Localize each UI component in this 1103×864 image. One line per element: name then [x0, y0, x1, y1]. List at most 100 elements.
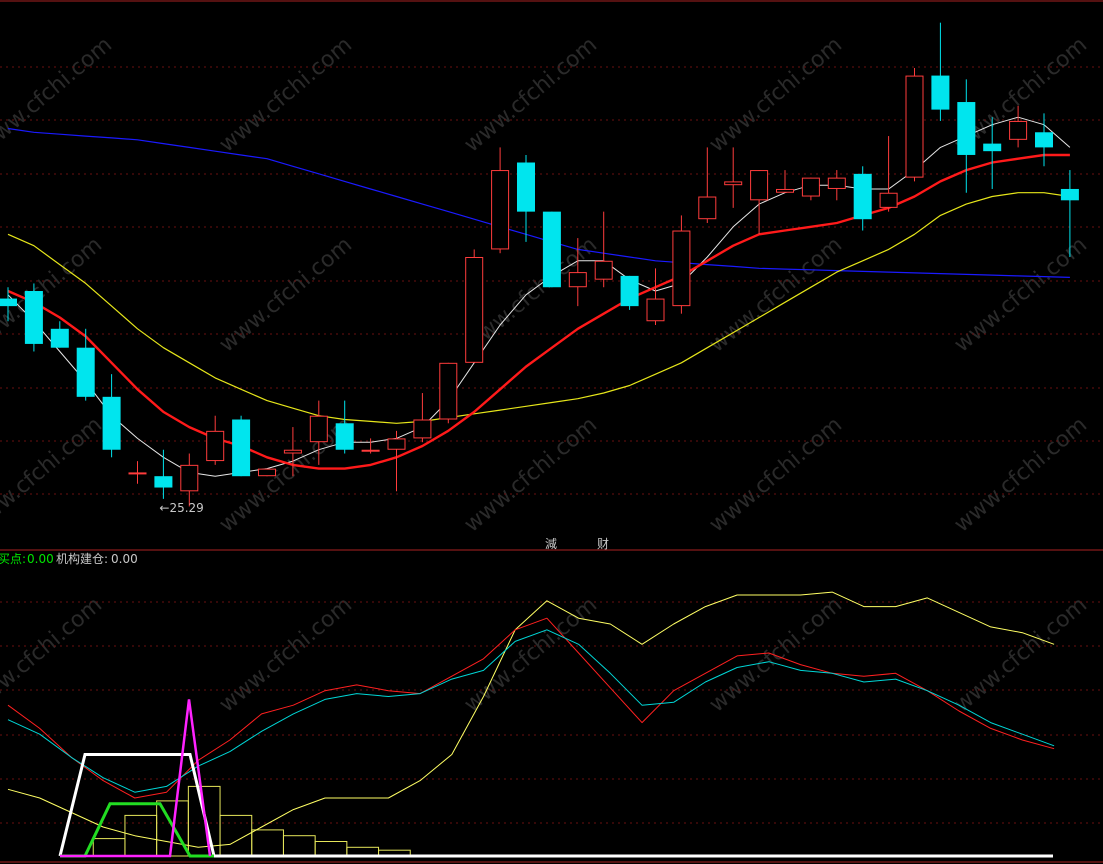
candle	[76, 328, 95, 401]
candle-body-down	[620, 275, 639, 307]
candle	[387, 430, 406, 492]
candle	[232, 415, 251, 477]
text-labels: ←25.29 減 财 买点: 0.00 机构建仓: 0.00	[0, 501, 609, 566]
candle-body-up	[776, 188, 794, 193]
candle	[154, 449, 173, 499]
candle-body-up	[387, 438, 406, 450]
candle-body-down	[0, 298, 17, 307]
candle-body-up	[180, 464, 199, 492]
candle	[957, 79, 976, 193]
candle	[879, 136, 898, 212]
candle-body-up	[439, 362, 458, 420]
candle-body-up	[491, 170, 510, 250]
candle-body-up	[698, 196, 717, 220]
candle	[24, 283, 43, 352]
signal-magenta	[60, 699, 212, 858]
candle	[620, 275, 639, 310]
candle-body-up	[283, 449, 302, 454]
indicator-pane	[7, 591, 1055, 858]
candle	[258, 468, 276, 477]
candle	[776, 170, 794, 193]
candle-body-down	[1060, 188, 1079, 201]
candle-body-up	[879, 192, 898, 208]
candle-body-up	[258, 468, 276, 477]
candle	[517, 154, 535, 242]
candle-body-up	[568, 272, 587, 288]
candle-body-up	[750, 170, 769, 201]
candle-body-down	[1035, 132, 1053, 148]
candle-body-up	[905, 75, 924, 178]
candle-body-down	[335, 423, 354, 450]
candle-body-up	[724, 181, 743, 186]
candle-body-down	[957, 102, 976, 155]
low-price-marker: ←25.29	[159, 501, 203, 515]
candle	[413, 393, 432, 443]
ma-long-line	[7, 192, 1070, 424]
bottom-marker-2: 财	[597, 537, 609, 551]
candle	[542, 211, 561, 288]
candle-body-up	[206, 430, 225, 462]
candle	[905, 68, 924, 182]
candle	[491, 147, 510, 254]
candle-body-down	[154, 476, 173, 488]
candle-body-up	[1009, 120, 1028, 140]
candle-body-up	[361, 449, 380, 452]
candle	[102, 374, 121, 458]
candle	[853, 166, 872, 231]
candle	[206, 415, 225, 465]
candle-body-down	[931, 75, 950, 110]
candle	[128, 461, 147, 484]
candle-body-down	[24, 291, 43, 344]
candle-body-down	[542, 211, 561, 288]
indicator-line-2	[7, 629, 1055, 793]
bottom-marker-1: 減	[545, 536, 557, 551]
candle-body-down	[983, 143, 1002, 152]
candle	[335, 400, 354, 454]
candle-body-down	[517, 162, 535, 212]
candle-body-down	[102, 396, 121, 450]
indicator-legend: 买点: 0.00 机构建仓: 0.00	[0, 551, 138, 566]
candle-body-up	[465, 256, 484, 363]
legend-buy-value: 0.00	[27, 552, 54, 566]
candle-body-up	[128, 472, 147, 475]
candle	[309, 400, 328, 465]
candle-body-up	[646, 298, 665, 322]
candle-body-down	[76, 347, 95, 397]
candle-body-up	[672, 230, 691, 307]
candle	[180, 453, 199, 507]
candle	[646, 268, 665, 326]
legend-build-label: 机构建仓:	[56, 551, 108, 566]
legend-buy-label: 买点:	[0, 552, 26, 566]
candle	[1060, 170, 1079, 257]
candle-body-up	[801, 177, 820, 197]
legend-build-value: 0.00	[111, 552, 138, 566]
candle-body-up	[827, 177, 846, 189]
candle-body-up	[413, 419, 432, 439]
candle	[465, 249, 484, 363]
candle	[724, 147, 743, 208]
candle	[983, 117, 1002, 189]
candle	[0, 287, 17, 322]
ma-vlong-line	[7, 127, 1070, 278]
candle	[672, 215, 691, 314]
candle-body-up	[309, 415, 328, 443]
candle-body-up	[594, 260, 613, 280]
candle	[594, 211, 613, 288]
candle	[931, 22, 950, 121]
candle-body-down	[232, 419, 251, 477]
price-pane	[0, 22, 1079, 507]
candle	[750, 170, 769, 235]
candle	[827, 170, 846, 201]
candle-body-down	[50, 328, 69, 348]
signal-white	[58, 753, 1053, 858]
candle	[1035, 113, 1053, 167]
candle	[1009, 105, 1028, 148]
candle	[568, 238, 587, 307]
candle	[439, 362, 458, 424]
candle	[361, 438, 380, 454]
candle-body-down	[853, 173, 872, 220]
candle	[50, 321, 69, 348]
candle	[698, 147, 717, 223]
candle	[801, 177, 820, 201]
